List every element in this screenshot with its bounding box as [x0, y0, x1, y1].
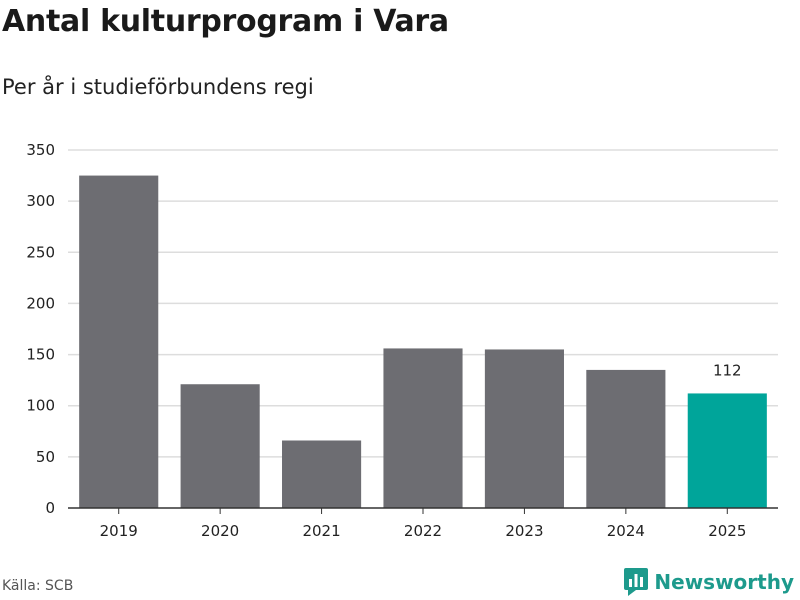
y-tick-label: 200	[26, 294, 55, 312]
y-tick-label: 50	[36, 448, 55, 466]
x-tick-label: 2025	[708, 522, 746, 540]
x-tick-label: 2020	[201, 522, 239, 540]
brand-logo[interactable]: Newsworthy	[624, 568, 794, 596]
data-label-2025: 112	[713, 361, 742, 379]
chart-subtitle: Per år i studieförbundens regi	[2, 75, 314, 99]
newsworthy-logo-icon	[624, 568, 649, 596]
y-tick-label: 0	[45, 499, 55, 517]
y-tick-label: 150	[26, 346, 55, 364]
x-tick-label: 2021	[302, 522, 340, 540]
bar-2020	[180, 384, 260, 508]
bar-2025	[687, 393, 767, 508]
x-tick-label: 2019	[100, 522, 138, 540]
x-tick-label: 2023	[505, 522, 543, 540]
bar-2023	[484, 349, 564, 508]
x-tick-label: 2024	[607, 522, 645, 540]
bar-2024	[586, 369, 666, 508]
y-tick-label: 250	[26, 243, 55, 261]
chart-title: Antal kulturprogram i Vara	[2, 4, 449, 39]
bar-2022	[383, 348, 463, 508]
bar-2019	[79, 175, 159, 509]
bar-2021	[282, 440, 362, 508]
x-tick-label: 2022	[404, 522, 442, 540]
data-labels: 112	[713, 361, 742, 379]
y-tick-label: 100	[26, 397, 55, 415]
bars	[79, 175, 767, 509]
x-axis-ticks: 2019 2020 2021 2022 2023 2024 2025	[100, 508, 746, 540]
brand-name: Newsworthy	[654, 570, 794, 594]
y-tick-label: 350	[26, 141, 55, 159]
y-axis-ticks: 0 50 100 150 200 250 300 350	[26, 141, 55, 517]
y-tick-label: 300	[26, 192, 55, 210]
source-note: Källa: SCB	[2, 578, 74, 594]
